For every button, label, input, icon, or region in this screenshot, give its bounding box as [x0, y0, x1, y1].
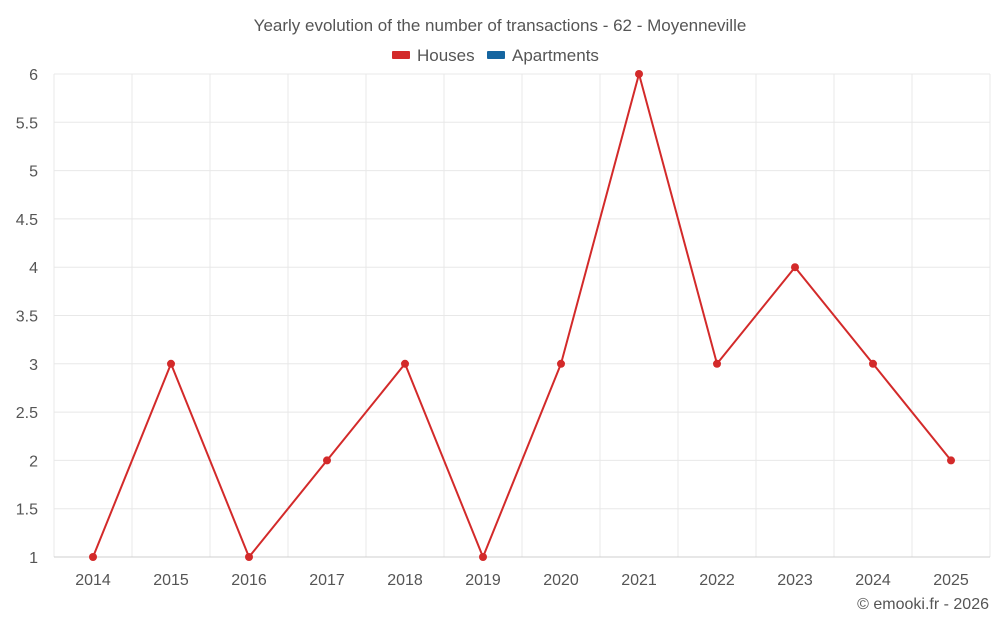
y-tick-label: 5	[29, 164, 38, 181]
data-point-houses[interactable]	[167, 359, 175, 368]
data-point-houses[interactable]	[323, 456, 331, 465]
series-houses	[89, 70, 955, 561]
data-point-houses[interactable]	[479, 553, 487, 561]
x-tick-label: 2023	[777, 572, 813, 589]
y-tick-label: 6	[29, 67, 38, 84]
data-point-houses[interactable]	[557, 359, 565, 368]
x-tick-label: 2022	[699, 572, 735, 589]
y-tick-label: 2.5	[16, 405, 38, 422]
legend-label-apartments: Apartments	[512, 46, 599, 65]
y-tick-label: 2	[29, 453, 38, 470]
y-tick-label: 5.5	[16, 115, 38, 132]
y-tick-label: 4	[29, 260, 38, 277]
x-tick-label: 2025	[933, 572, 969, 589]
x-tick-label: 2014	[75, 572, 111, 589]
x-tick-label: 2015	[153, 572, 189, 589]
data-point-houses[interactable]	[89, 553, 97, 561]
x-tick-label: 2024	[855, 572, 891, 589]
legend-swatch-houses	[392, 51, 410, 59]
credit: © emooki.fr - 2026	[857, 596, 989, 613]
data-point-houses[interactable]	[245, 553, 253, 561]
x-tick-label: 2019	[465, 572, 501, 589]
x-tick-label: 2016	[231, 572, 267, 589]
x-tick-label: 2018	[387, 572, 423, 589]
y-axis-ticks: 1 1.5 2 2.5 3 3.5 4 4.5 5 5.5 6	[16, 67, 38, 567]
data-point-houses[interactable]	[713, 359, 721, 368]
data-point-houses[interactable]	[401, 359, 409, 368]
y-tick-label: 3.5	[16, 309, 38, 326]
legend-item-houses[interactable]: Houses	[392, 46, 475, 65]
y-tick-label: 1.5	[16, 502, 38, 519]
legend-swatch-apartments	[487, 51, 505, 59]
x-tick-label: 2020	[543, 572, 579, 589]
x-tick-label: 2017	[309, 572, 345, 589]
chart-title: Yearly evolution of the number of transa…	[254, 16, 747, 35]
y-tick-label: 4.5	[16, 212, 38, 229]
data-point-houses[interactable]	[791, 263, 799, 272]
data-point-houses[interactable]	[947, 456, 955, 465]
legend-label-houses: Houses	[417, 46, 475, 65]
x-axis-ticks: 2014 2015 2016 2017 2018 2019 2020 2021 2022 2023…	[75, 572, 969, 589]
data-point-houses[interactable]	[635, 70, 643, 78]
grid	[53, 73, 991, 558]
y-tick-label: 3	[29, 357, 38, 374]
y-tick-label: 1	[29, 550, 38, 567]
data-point-houses[interactable]	[869, 359, 877, 368]
legend-item-apartments[interactable]: Apartments	[487, 46, 599, 65]
series-line-houses	[92, 73, 952, 558]
x-tick-label: 2021	[621, 572, 657, 589]
legend: Houses Apartments	[392, 46, 599, 65]
